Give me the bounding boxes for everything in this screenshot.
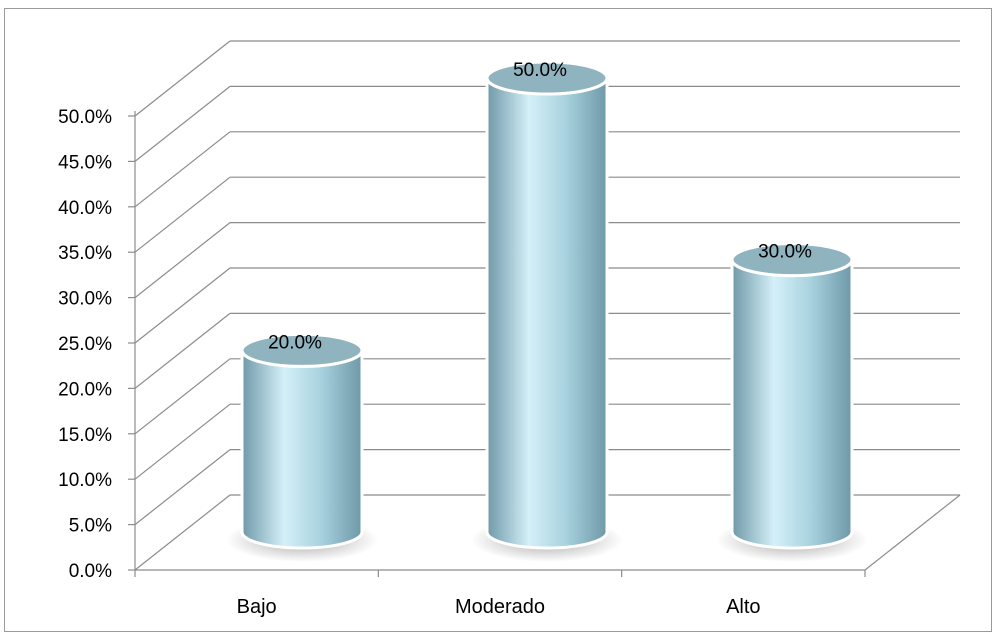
gridline-diagonal (134, 176, 231, 253)
data-label: 20.0% (268, 332, 322, 353)
data-label: 50.0% (513, 60, 567, 81)
bars (226, 60, 868, 562)
gridline-diagonal (134, 131, 231, 208)
bar-moderado (471, 60, 623, 562)
y-tick-label: 5.0% (69, 516, 112, 537)
bar (730, 259, 854, 550)
gridline-diagonal (134, 267, 231, 344)
y-tick-label: 35.0% (58, 243, 112, 264)
gridline-diagonal (134, 449, 231, 526)
x-category-label: Bajo (237, 596, 277, 618)
y-tick-label: 40.0% (58, 198, 112, 219)
gridline-diagonal (134, 358, 231, 435)
y-tick-label: 10.0% (58, 470, 112, 491)
gridline-diagonal (134, 40, 231, 117)
x-category-label: Moderado (455, 596, 545, 618)
y-tick-label: 45.0% (58, 152, 112, 173)
y-tick-label: 0.0% (69, 561, 112, 582)
gridline-diagonal (134, 494, 231, 571)
bar-top (485, 60, 609, 96)
gridline-diagonal (134, 222, 231, 299)
gridline-diagonal (134, 85, 231, 162)
data-label: 30.0% (758, 242, 812, 263)
gridline-diagonal (134, 312, 231, 389)
y-tick-label: 20.0% (58, 379, 112, 400)
floor-edge (864, 494, 961, 571)
y-tick-label: 15.0% (58, 425, 112, 446)
labels: 0.0% 5.0% 10.0% 15.0% 20.0% 25.0% 30.0% 35.0% 40… (58, 60, 812, 618)
y-tick-label: 30.0% (58, 289, 112, 310)
y-tick-label: 25.0% (58, 334, 112, 355)
bar-top (240, 332, 364, 368)
bar (240, 350, 364, 550)
bar-alto (716, 242, 868, 562)
axes (128, 111, 961, 577)
x-category-label: Alto (726, 596, 760, 618)
bar-bajo (226, 332, 378, 562)
bar-top (730, 242, 854, 278)
y-tick-label: 50.0% (58, 107, 112, 128)
bar (485, 77, 609, 550)
gridline-diagonal (134, 403, 231, 480)
